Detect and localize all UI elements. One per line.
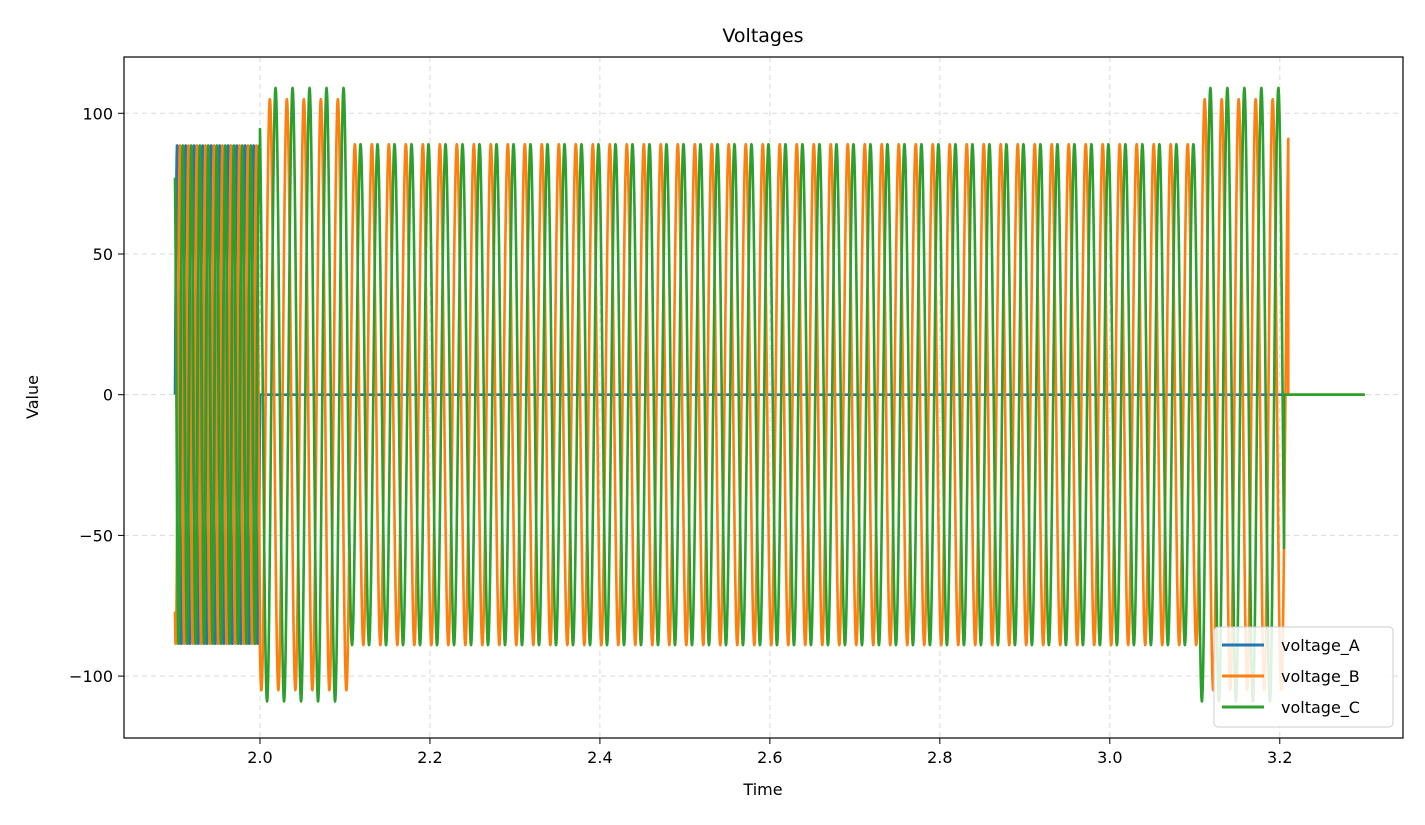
x-tick-label: 2.2 (417, 748, 442, 767)
legend-label: voltage_C (1281, 698, 1360, 718)
legend-label: voltage_A (1281, 636, 1360, 656)
x-tick-label: 2.6 (757, 748, 782, 767)
y-tick-label: 100 (82, 104, 113, 123)
y-tick-label: 0 (103, 386, 113, 405)
x-axis-ticks: 2.0 2.2 2.4 2.6 2.8 3.0 3.2 (247, 738, 1293, 767)
series-layer (173, 86, 1366, 703)
series-line-voltage_B (173, 97, 1366, 692)
y-axis-ticks: −100 −50 0 50 100 (69, 104, 124, 686)
legend-label: voltage_B (1281, 667, 1360, 687)
x-axis-label: Time (742, 780, 782, 799)
y-tick-label: −50 (79, 526, 113, 545)
x-tick-label: 2.8 (927, 748, 952, 767)
x-tick-label: 2.4 (587, 748, 612, 767)
legend-box (1213, 626, 1394, 728)
plot-frame (123, 56, 1404, 739)
x-tick-label: 3.0 (1097, 748, 1122, 767)
x-tick-label: 2.0 (247, 748, 272, 767)
series-line-voltage_C (173, 86, 1366, 703)
chart-title: Voltages (722, 25, 803, 47)
legend: voltage_A voltage_B voltage_C (1213, 626, 1394, 728)
x-tick-label: 3.2 (1267, 748, 1292, 767)
y-tick-label: −100 (69, 667, 113, 686)
y-axis-label: Value (23, 375, 42, 419)
y-tick-label: 50 (93, 245, 113, 264)
